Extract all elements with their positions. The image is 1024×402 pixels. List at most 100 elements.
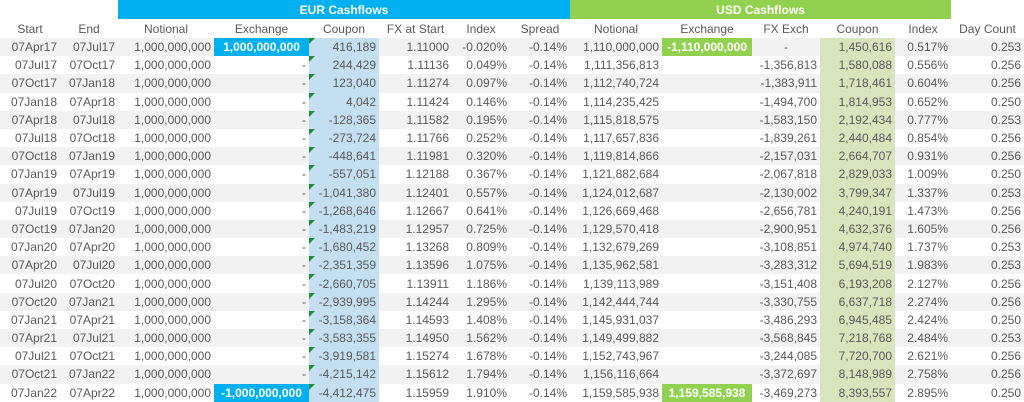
cell-end-date[interactable]: 07Apr22 bbox=[69, 385, 115, 400]
cell-day-count[interactable]: 0.253 bbox=[951, 256, 1024, 275]
cell-fx-at-start[interactable]: 1.11136 bbox=[407, 58, 449, 73]
cell-start-date[interactable]: 07Apr19 bbox=[0, 183, 60, 202]
cell-eur-exchange[interactable]: - bbox=[302, 349, 306, 364]
cell-eur-index[interactable]: 1.295% bbox=[452, 292, 510, 311]
cell-usd-coupon[interactable]: 7,720,700 bbox=[820, 347, 895, 366]
cell-eur-index[interactable]: 1.075% bbox=[452, 256, 510, 275]
cell-eur-exchange[interactable]: - bbox=[214, 110, 309, 129]
cell-usd-coupon[interactable]: 6,193,208 bbox=[820, 274, 895, 293]
cell-usd-notional[interactable]: 1,121,882,684 bbox=[582, 167, 659, 182]
cell-usd-notional[interactable]: 1,152,743,967 bbox=[582, 349, 659, 364]
cell-usd-fx-exch[interactable]: -3,568,845 bbox=[752, 329, 820, 348]
cell-eur-notional[interactable]: 1,000,000,000 bbox=[118, 183, 214, 202]
cell-fx-at-start[interactable]: 1.14950 bbox=[379, 329, 452, 348]
cell-fx-at-start[interactable]: 1.15612 bbox=[379, 365, 452, 384]
cell-day-count[interactable]: 0.256 bbox=[990, 349, 1021, 364]
cell-usd-index[interactable]: 0.652% bbox=[907, 94, 948, 109]
cell-usd-index[interactable]: 1.009% bbox=[907, 167, 948, 182]
cell-usd-index[interactable]: 1.473% bbox=[907, 203, 948, 218]
cell-usd-fx-exch[interactable]: -3,486,293 bbox=[759, 312, 817, 327]
cell-usd-exchange[interactable]: -1,110,000,000 bbox=[662, 38, 752, 57]
cell-eur-exchange[interactable]: - bbox=[214, 147, 309, 166]
eur-cashflows-header[interactable]: EUR Cashflows bbox=[118, 0, 570, 19]
cell-end-date[interactable]: 07Jan22 bbox=[60, 365, 118, 384]
cell-eur-notional[interactable]: 1,000,000,000 bbox=[134, 312, 211, 327]
cell-usd-exchange[interactable] bbox=[662, 329, 752, 348]
cell-usd-notional[interactable]: 1,139,113,989 bbox=[583, 276, 659, 291]
cell-fx-at-start[interactable]: 1.13268 bbox=[405, 240, 449, 255]
cell-usd-notional[interactable]: 1,124,012,687 bbox=[570, 183, 662, 202]
cell-eur-spread[interactable]: -0.14% bbox=[510, 292, 570, 311]
cell-eur-index[interactable]: 0.195% bbox=[452, 110, 510, 129]
cell-usd-index[interactable]: 1.337% bbox=[895, 183, 951, 202]
cell-end-date[interactable]: 07Oct20 bbox=[69, 276, 115, 291]
col-header-eur-index[interactable]: Index bbox=[466, 21, 496, 36]
cell-fx-at-start[interactable]: 1.13596 bbox=[379, 256, 452, 275]
cell-start-date[interactable]: 07Apr18 bbox=[0, 110, 60, 129]
cell-usd-fx-exch[interactable]: -3,283,312 bbox=[752, 256, 820, 275]
cell-eur-spread[interactable]: -0.14% bbox=[510, 110, 570, 129]
cell-fx-at-start[interactable]: 1.15274 bbox=[405, 349, 449, 364]
cell-eur-notional[interactable]: 1,000,000,000 bbox=[118, 110, 214, 129]
cell-eur-index[interactable]: 0.097% bbox=[452, 74, 510, 93]
cell-start-date[interactable]: 07Jan21 bbox=[10, 312, 57, 327]
cell-end-date[interactable]: 07Jul21 bbox=[60, 329, 118, 348]
cell-eur-notional[interactable]: 1,000,000,000 bbox=[134, 167, 211, 182]
cell-day-count[interactable]: 0.250 bbox=[990, 94, 1021, 109]
cell-eur-exchange[interactable]: - bbox=[214, 183, 309, 202]
cell-usd-exchange[interactable] bbox=[662, 110, 752, 129]
cell-usd-notional[interactable]: 1,117,657,836 bbox=[583, 131, 659, 146]
cell-usd-exchange[interactable] bbox=[662, 165, 752, 183]
cell-eur-exchange[interactable]: 1,000,000,000 bbox=[214, 38, 309, 57]
cell-eur-exchange[interactable]: -1,000,000,000 bbox=[214, 383, 309, 402]
cell-usd-coupon[interactable]: 5,694,519 bbox=[820, 256, 895, 275]
cell-eur-coupon[interactable]: -3,919,581 bbox=[309, 347, 379, 366]
col-header-eur-exchange[interactable]: Exchange bbox=[234, 21, 289, 36]
cell-usd-exchange[interactable] bbox=[662, 292, 752, 311]
cell-usd-notional[interactable]: 1,112,740,724 bbox=[570, 74, 662, 93]
cell-usd-index[interactable]: 0.777% bbox=[895, 110, 951, 129]
cell-start-date[interactable]: 07Jan19 bbox=[10, 167, 57, 182]
cell-usd-exchange[interactable] bbox=[662, 93, 752, 111]
usd-cashflows-header[interactable]: USD Cashflows bbox=[570, 0, 951, 19]
cell-fx-at-start[interactable]: 1.11582 bbox=[379, 110, 452, 129]
cell-fx-at-start[interactable]: 1.12188 bbox=[405, 167, 449, 182]
cell-usd-notional[interactable]: 1,114,235,425 bbox=[583, 94, 659, 109]
cell-eur-spread[interactable]: -0.14% bbox=[510, 329, 570, 348]
cell-eur-coupon[interactable]: -3,583,355 bbox=[309, 329, 379, 348]
cell-eur-exchange[interactable]: - bbox=[214, 292, 309, 311]
cell-eur-exchange[interactable]: - bbox=[302, 276, 306, 291]
cell-usd-coupon[interactable]: 2,829,033 bbox=[820, 165, 895, 184]
cell-day-count[interactable]: 0.250 bbox=[990, 312, 1021, 327]
cell-usd-coupon[interactable]: 4,632,376 bbox=[820, 219, 895, 239]
col-header-usd-coupon[interactable]: Coupon bbox=[836, 21, 879, 36]
cell-usd-notional[interactable]: 1,156,116,664 bbox=[570, 365, 662, 384]
cell-usd-coupon[interactable]: 1,450,616 bbox=[820, 38, 895, 57]
cell-day-count[interactable]: 0.250 bbox=[990, 385, 1021, 400]
cell-end-date[interactable]: 07Apr19 bbox=[69, 167, 115, 182]
cell-eur-notional[interactable]: 1,000,000,000 bbox=[134, 131, 211, 146]
cell-usd-notional[interactable]: 1,126,669,468 bbox=[582, 203, 659, 218]
cell-usd-fx-exch[interactable]: -3,330,755 bbox=[752, 292, 820, 311]
cell-usd-fx-exch[interactable]: -2,900,951 bbox=[752, 219, 820, 239]
cell-eur-notional[interactable]: 1,000,000,000 bbox=[134, 203, 211, 218]
cell-usd-exchange[interactable] bbox=[662, 202, 752, 220]
cell-eur-notional[interactable]: 1,000,000,000 bbox=[118, 256, 214, 275]
cell-usd-coupon[interactable]: 7,218,768 bbox=[820, 329, 895, 348]
cell-usd-exchange[interactable] bbox=[662, 56, 752, 74]
cell-eur-notional[interactable]: 1,000,000,000 bbox=[134, 240, 211, 255]
cell-eur-index[interactable]: 1.678% bbox=[466, 349, 507, 364]
cell-usd-coupon[interactable]: 1,718,461 bbox=[820, 74, 895, 93]
cell-fx-at-start[interactable]: 1.11766 bbox=[406, 131, 450, 146]
cell-usd-index[interactable]: 0.931% bbox=[895, 147, 951, 166]
cell-eur-coupon[interactable]: -273,724 bbox=[309, 128, 379, 148]
cell-day-count[interactable]: 0.256 bbox=[990, 203, 1021, 218]
cell-eur-coupon[interactable]: -4,215,142 bbox=[309, 365, 379, 384]
cell-usd-fx-exch[interactable]: -3,469,273 bbox=[759, 385, 817, 400]
cell-eur-exchange[interactable]: - bbox=[214, 256, 309, 275]
cell-usd-index[interactable]: 2.274% bbox=[895, 292, 951, 311]
cell-eur-exchange[interactable]: - bbox=[214, 329, 309, 348]
cell-fx-at-start[interactable]: 1.13911 bbox=[406, 276, 450, 291]
cell-eur-index[interactable]: 1.910% bbox=[466, 385, 507, 400]
cell-eur-coupon[interactable]: -2,351,359 bbox=[309, 256, 379, 275]
